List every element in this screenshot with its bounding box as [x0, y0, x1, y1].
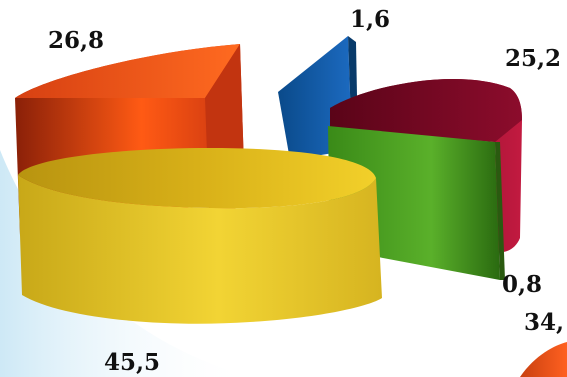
label-25-2: 25,2: [505, 45, 561, 72]
label-26-8: 26,8: [48, 27, 104, 54]
slice-34-partial: [520, 342, 567, 377]
slice-45-5: [18, 148, 382, 324]
label-45-5: 45,5: [104, 349, 160, 376]
label-0-8: 0,8: [502, 271, 542, 298]
label-1-6: 1,6: [350, 6, 390, 33]
slice-25-2: [330, 78, 522, 253]
label-34: 34,: [524, 309, 564, 336]
background-swoosh: [0, 150, 250, 377]
